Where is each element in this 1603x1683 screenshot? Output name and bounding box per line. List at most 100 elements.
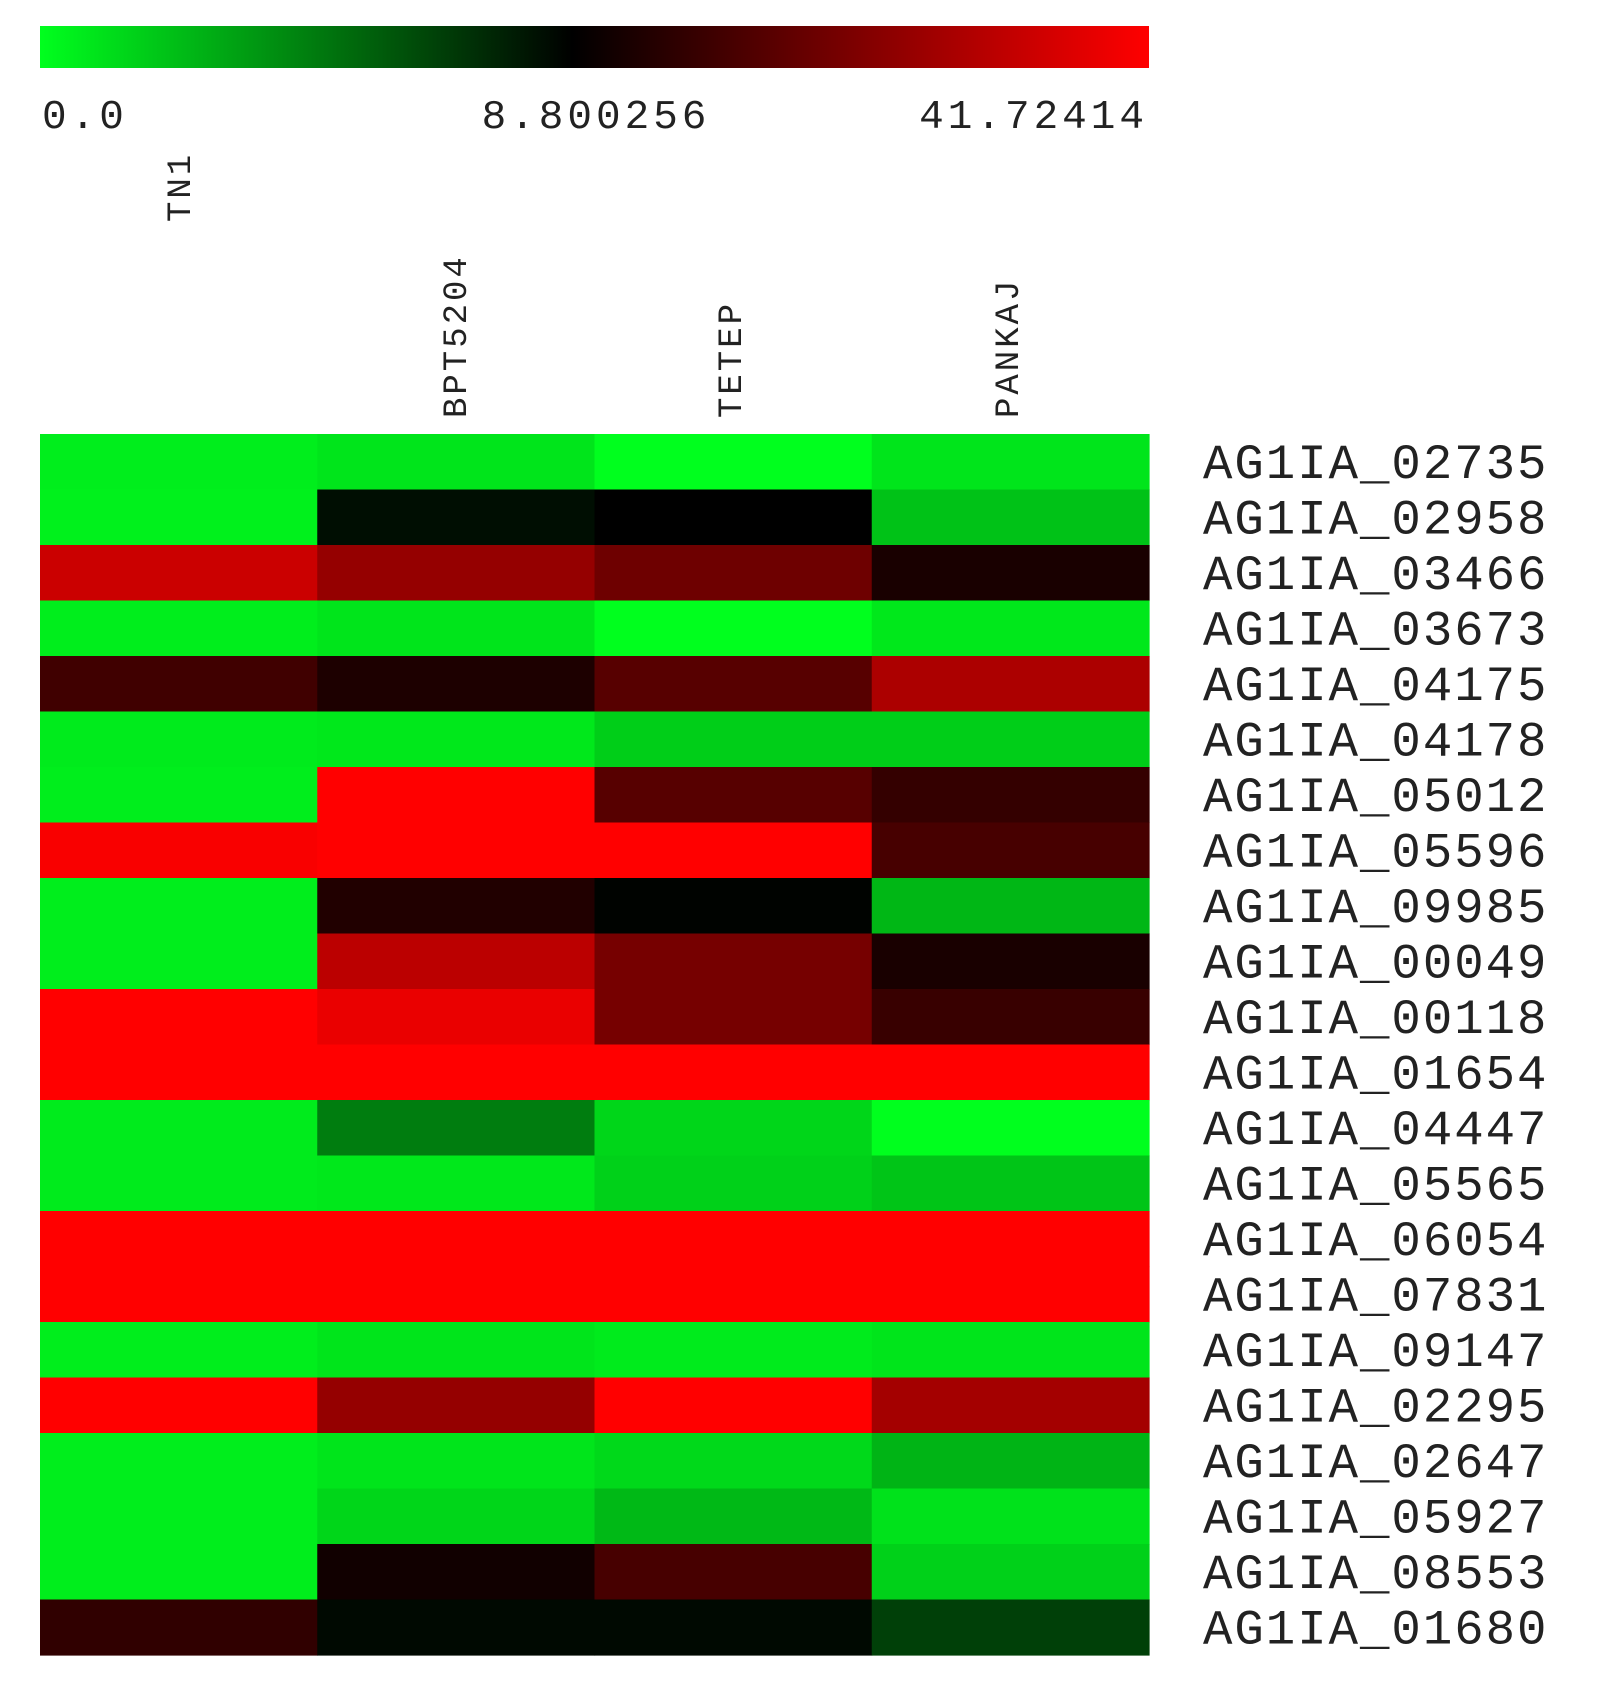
heatmap-cell: [871, 1599, 1150, 1656]
heatmap-cell: [594, 489, 873, 546]
heatmap-cell: [317, 489, 596, 546]
row-label: AG1IA_04175: [1203, 659, 1548, 715]
heatmap-cell: [594, 1433, 873, 1490]
heatmap-cell: [871, 1211, 1150, 1268]
row-label: AG1IA_05012: [1203, 770, 1548, 826]
heatmap-cell: [871, 434, 1150, 491]
row-label: AG1IA_02295: [1203, 1380, 1548, 1436]
heatmap-cell: [594, 1266, 873, 1323]
row-label: AG1IA_07831: [1203, 1269, 1548, 1325]
heatmap-cell: [594, 1100, 873, 1157]
heatmap-cell: [317, 1488, 596, 1545]
scale-max-label: 41.72414: [919, 95, 1148, 141]
heatmap-cell: [871, 711, 1150, 768]
heatmap-cell: [594, 1488, 873, 1545]
heatmap-cell: [317, 656, 596, 713]
row-label: AG1IA_02958: [1203, 492, 1548, 548]
heatmap-cell: [594, 767, 873, 824]
heatmap-cell: [40, 1211, 318, 1268]
column-label: BPT5204: [439, 254, 477, 418]
heatmap-cell: [317, 545, 596, 602]
heatmap-cell: [871, 1266, 1150, 1323]
heatmap-cell: [317, 434, 596, 491]
row-label: AG1IA_05596: [1203, 825, 1548, 881]
heatmap-cell: [40, 1155, 318, 1212]
heatmap-cell: [871, 545, 1150, 602]
heatmap-cell: [871, 767, 1150, 824]
heatmap-cell: [871, 656, 1150, 713]
heatmap-cell: [594, 1211, 873, 1268]
heatmap-cell: [317, 933, 596, 990]
row-label: AG1IA_08553: [1203, 1547, 1548, 1603]
heatmap-cell: [871, 1377, 1150, 1434]
heatmap-cell: [871, 989, 1150, 1046]
heatmap-cell: [871, 1100, 1150, 1157]
heatmap-cell: [40, 656, 318, 713]
heatmap-cell: [40, 1544, 318, 1601]
heatmap-cell: [40, 1599, 318, 1656]
heatmap-cell: [594, 656, 873, 713]
heatmap-cell: [40, 989, 318, 1046]
heatmap-cell: [594, 933, 873, 990]
heatmap-cell: [594, 822, 873, 879]
row-label: AG1IA_09147: [1203, 1325, 1548, 1381]
heatmap-cell: [317, 1599, 596, 1656]
heatmap-cell: [871, 878, 1150, 935]
heatmap-cell: [871, 489, 1150, 546]
heatmap-cell: [594, 989, 873, 1046]
heatmap-cell: [40, 822, 318, 879]
color-scale-bar: [40, 26, 1149, 68]
heatmap-cell: [871, 1044, 1150, 1101]
row-label: AG1IA_02647: [1203, 1436, 1548, 1492]
heatmap-cell: [317, 1377, 596, 1434]
heatmap-cell: [40, 933, 318, 990]
scale-min-label: 0.0: [42, 95, 128, 141]
heatmap-cell: [317, 1211, 596, 1268]
heatmap-cell: [40, 434, 318, 491]
heatmap-cell: [871, 822, 1150, 879]
heatmap-cell: [871, 933, 1150, 990]
heatmap-cell: [594, 1044, 873, 1101]
heatmap-cell: [40, 489, 318, 546]
heatmap-cell: [871, 1433, 1150, 1490]
row-label: AG1IA_01680: [1203, 1602, 1548, 1658]
heatmap-cell: [40, 600, 318, 657]
heatmap-cell: [317, 1433, 596, 1490]
heatmap-cell: [871, 1488, 1150, 1545]
heatmap-cell: [317, 767, 596, 824]
row-label: AG1IA_00118: [1203, 992, 1548, 1048]
heatmap-cell: [40, 1488, 318, 1545]
heatmap-cell: [594, 878, 873, 935]
heatmap-cell: [317, 711, 596, 768]
heatmap-cell: [594, 1322, 873, 1379]
row-label: AG1IA_09985: [1203, 881, 1548, 937]
row-label: AG1IA_02735: [1203, 437, 1548, 493]
row-label: AG1IA_05927: [1203, 1491, 1548, 1547]
heatmap-cell: [40, 878, 318, 935]
heatmap-cell: [317, 1155, 596, 1212]
heatmap-cell: [40, 711, 318, 768]
heatmap-cell: [594, 1155, 873, 1212]
column-labels: TN1 BPT5204 TETEP PANKAJ: [163, 152, 1029, 418]
heatmap-cell: [594, 1599, 873, 1656]
scale-mid-label: 8.800256: [482, 95, 711, 141]
heatmap-cell: [594, 600, 873, 657]
heatmap-cell: [871, 1155, 1150, 1212]
row-label: AG1IA_05565: [1203, 1158, 1548, 1214]
heatmap-cell: [594, 434, 873, 491]
heatmap-cell: [594, 545, 873, 602]
row-label: AG1IA_00049: [1203, 936, 1548, 992]
heatmap-cell: [317, 600, 596, 657]
heatmap-cell: [594, 1544, 873, 1601]
heatmap-cell: [317, 1044, 596, 1101]
heatmap-cell: [317, 1266, 596, 1323]
heatmap-cell: [594, 711, 873, 768]
heatmap-cell: [317, 1544, 596, 1601]
heatmap-cell: [40, 1266, 318, 1323]
row-label: AG1IA_01654: [1203, 1047, 1548, 1103]
heatmap-cell: [40, 1322, 318, 1379]
column-label: PANKAJ: [991, 278, 1029, 418]
heatmap-cell: [317, 1100, 596, 1157]
heatmap-cell: [40, 767, 318, 824]
